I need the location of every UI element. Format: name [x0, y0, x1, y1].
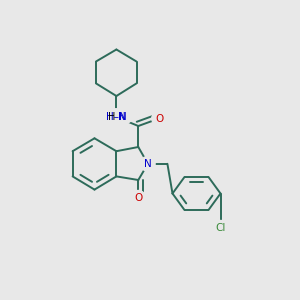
Ellipse shape: [152, 111, 166, 126]
Text: N: N: [144, 159, 152, 169]
Text: N: N: [118, 112, 126, 122]
Ellipse shape: [131, 190, 146, 206]
Ellipse shape: [101, 110, 132, 124]
Text: Cl: Cl: [215, 223, 226, 233]
Text: H–N: H–N: [106, 112, 127, 122]
Ellipse shape: [100, 109, 133, 125]
Ellipse shape: [209, 220, 232, 236]
Text: O: O: [134, 193, 142, 203]
Text: H: H: [107, 112, 115, 122]
Ellipse shape: [141, 156, 155, 171]
Text: O: O: [155, 113, 163, 124]
